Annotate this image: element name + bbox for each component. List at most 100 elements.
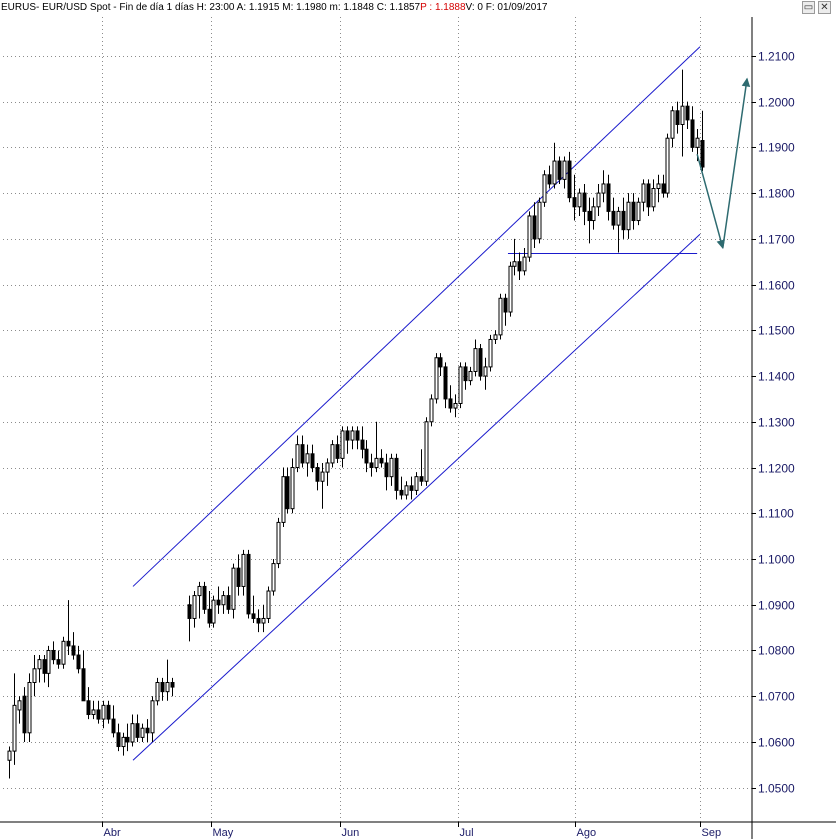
candle-body-down — [135, 723, 140, 738]
y-tick-label: 1.1400 — [758, 370, 795, 384]
y-tick-label: 1.1700 — [758, 233, 795, 247]
candle-body-down — [187, 604, 192, 619]
y-tick-label: 1.1000 — [758, 553, 795, 567]
candle-body-down — [611, 210, 616, 226]
chart-header: EURUS - EUR/USD Spot - Fin de día 1 días… — [0, 0, 836, 16]
y-tick-label: 1.2100 — [758, 50, 795, 64]
candle-body-down — [81, 668, 86, 702]
candle-body-up — [340, 430, 345, 459]
y-tick-label: 1.1200 — [758, 462, 795, 476]
candle-body-up — [656, 183, 661, 190]
candle-body-up — [414, 476, 419, 491]
candle-body-up — [192, 595, 197, 619]
candle-body-up — [140, 727, 145, 738]
candle-body-down — [251, 613, 256, 619]
x-tick-label: Sep — [702, 827, 722, 839]
candle-body-up — [434, 357, 439, 400]
candle-body-down — [606, 183, 611, 212]
candle-body-down — [503, 297, 508, 313]
candle-body-down — [106, 704, 111, 720]
projection-arrowhead-down — [716, 239, 725, 250]
quote-tail: V: 0 F: 01/09/2017 — [465, 2, 548, 13]
candle-body-up — [473, 348, 478, 372]
candle-body-up — [295, 444, 300, 469]
candle-body-up — [424, 421, 429, 482]
candle-body-up — [680, 105, 685, 125]
y-tick-label: 1.0500 — [758, 782, 795, 796]
candle-body-up — [695, 137, 700, 148]
candle-body-down — [355, 430, 360, 441]
candle-body-down — [582, 192, 587, 212]
candle-body-down — [700, 139, 705, 168]
candle-body-up — [527, 215, 532, 258]
x-tick-label: Jul — [460, 827, 474, 839]
candle-body-up — [121, 736, 126, 748]
candle-body-down — [42, 659, 47, 674]
candle-body-up — [7, 750, 12, 761]
candle-body-up — [101, 704, 106, 720]
x-tick-label: Abr — [104, 827, 121, 839]
candle-body-down — [285, 476, 290, 510]
candle-body-down — [572, 197, 577, 208]
candle-body-up — [320, 471, 325, 482]
y-tick-label: 1.1300 — [758, 416, 795, 430]
candle-body-up — [46, 649, 51, 674]
candle-body-up — [17, 700, 22, 711]
candle-body-down — [202, 585, 207, 610]
candle-body-up — [211, 599, 216, 624]
restore-button[interactable]: ▭ — [802, 1, 815, 14]
candle-body-up — [522, 256, 527, 272]
candle-body-up — [512, 261, 517, 267]
y-tick-label: 1.1800 — [758, 187, 795, 201]
window-buttons: ▭ ✕ — [802, 1, 832, 14]
y-tick-label: 1.1100 — [758, 507, 794, 521]
candle-body-up — [266, 590, 271, 619]
candle-body-up — [389, 457, 394, 478]
candle-body-down — [409, 485, 414, 491]
candle-body-down — [443, 366, 448, 400]
candle-body-up — [350, 430, 355, 441]
close-button[interactable]: ✕ — [818, 1, 831, 14]
candle-body-down — [478, 348, 483, 377]
candle-body-up — [37, 659, 42, 670]
x-tick-label: Ago — [577, 827, 597, 839]
quote-info: - EUR/USD Spot - Fin de día 1 días H: 23… — [36, 2, 421, 13]
upper-channel-line — [132, 46, 701, 587]
candle-body-down — [448, 398, 453, 409]
axes: 1.0500 1.0600 1.0700 1.0800 1.0900 1.1000 1.11… — [0, 17, 836, 839]
candle-body-up — [325, 462, 330, 473]
candle-body-up — [130, 723, 135, 743]
candle-body-up — [488, 338, 493, 368]
candle-body-down — [96, 709, 101, 720]
candle-body-up — [552, 160, 557, 185]
x-tick-label: Jun — [342, 827, 360, 839]
candle-body-down — [685, 105, 690, 121]
candle-body-down — [661, 183, 666, 194]
candle-body-up — [241, 553, 246, 587]
lower-channel-line — [132, 233, 701, 761]
candle-body-up — [305, 453, 310, 464]
candle-body-down — [66, 640, 71, 647]
candle-body-up — [493, 334, 498, 340]
candle-body-up — [468, 370, 473, 382]
projection-arrowhead-up — [741, 77, 751, 87]
candle-body-up — [221, 595, 226, 606]
candle-body-down — [71, 645, 76, 656]
candle-body-down — [690, 119, 695, 148]
candle-body-up — [27, 681, 32, 734]
candle-body-up — [498, 297, 503, 336]
candle-body-up — [61, 640, 66, 665]
candle-body-up — [165, 681, 170, 693]
y-tick-label: 1.1600 — [758, 279, 795, 293]
projection-arrow — [696, 77, 751, 250]
candle-body-down — [315, 467, 320, 482]
candle-body-up — [562, 160, 567, 180]
candle-body-up — [150, 700, 155, 734]
y-tick-label: 1.0700 — [758, 690, 795, 704]
candle-body-down — [567, 160, 572, 199]
candle-body-down — [111, 718, 116, 734]
candle-body-down — [335, 444, 340, 459]
candle-body-down — [116, 732, 121, 748]
candle-body-down — [51, 649, 56, 661]
